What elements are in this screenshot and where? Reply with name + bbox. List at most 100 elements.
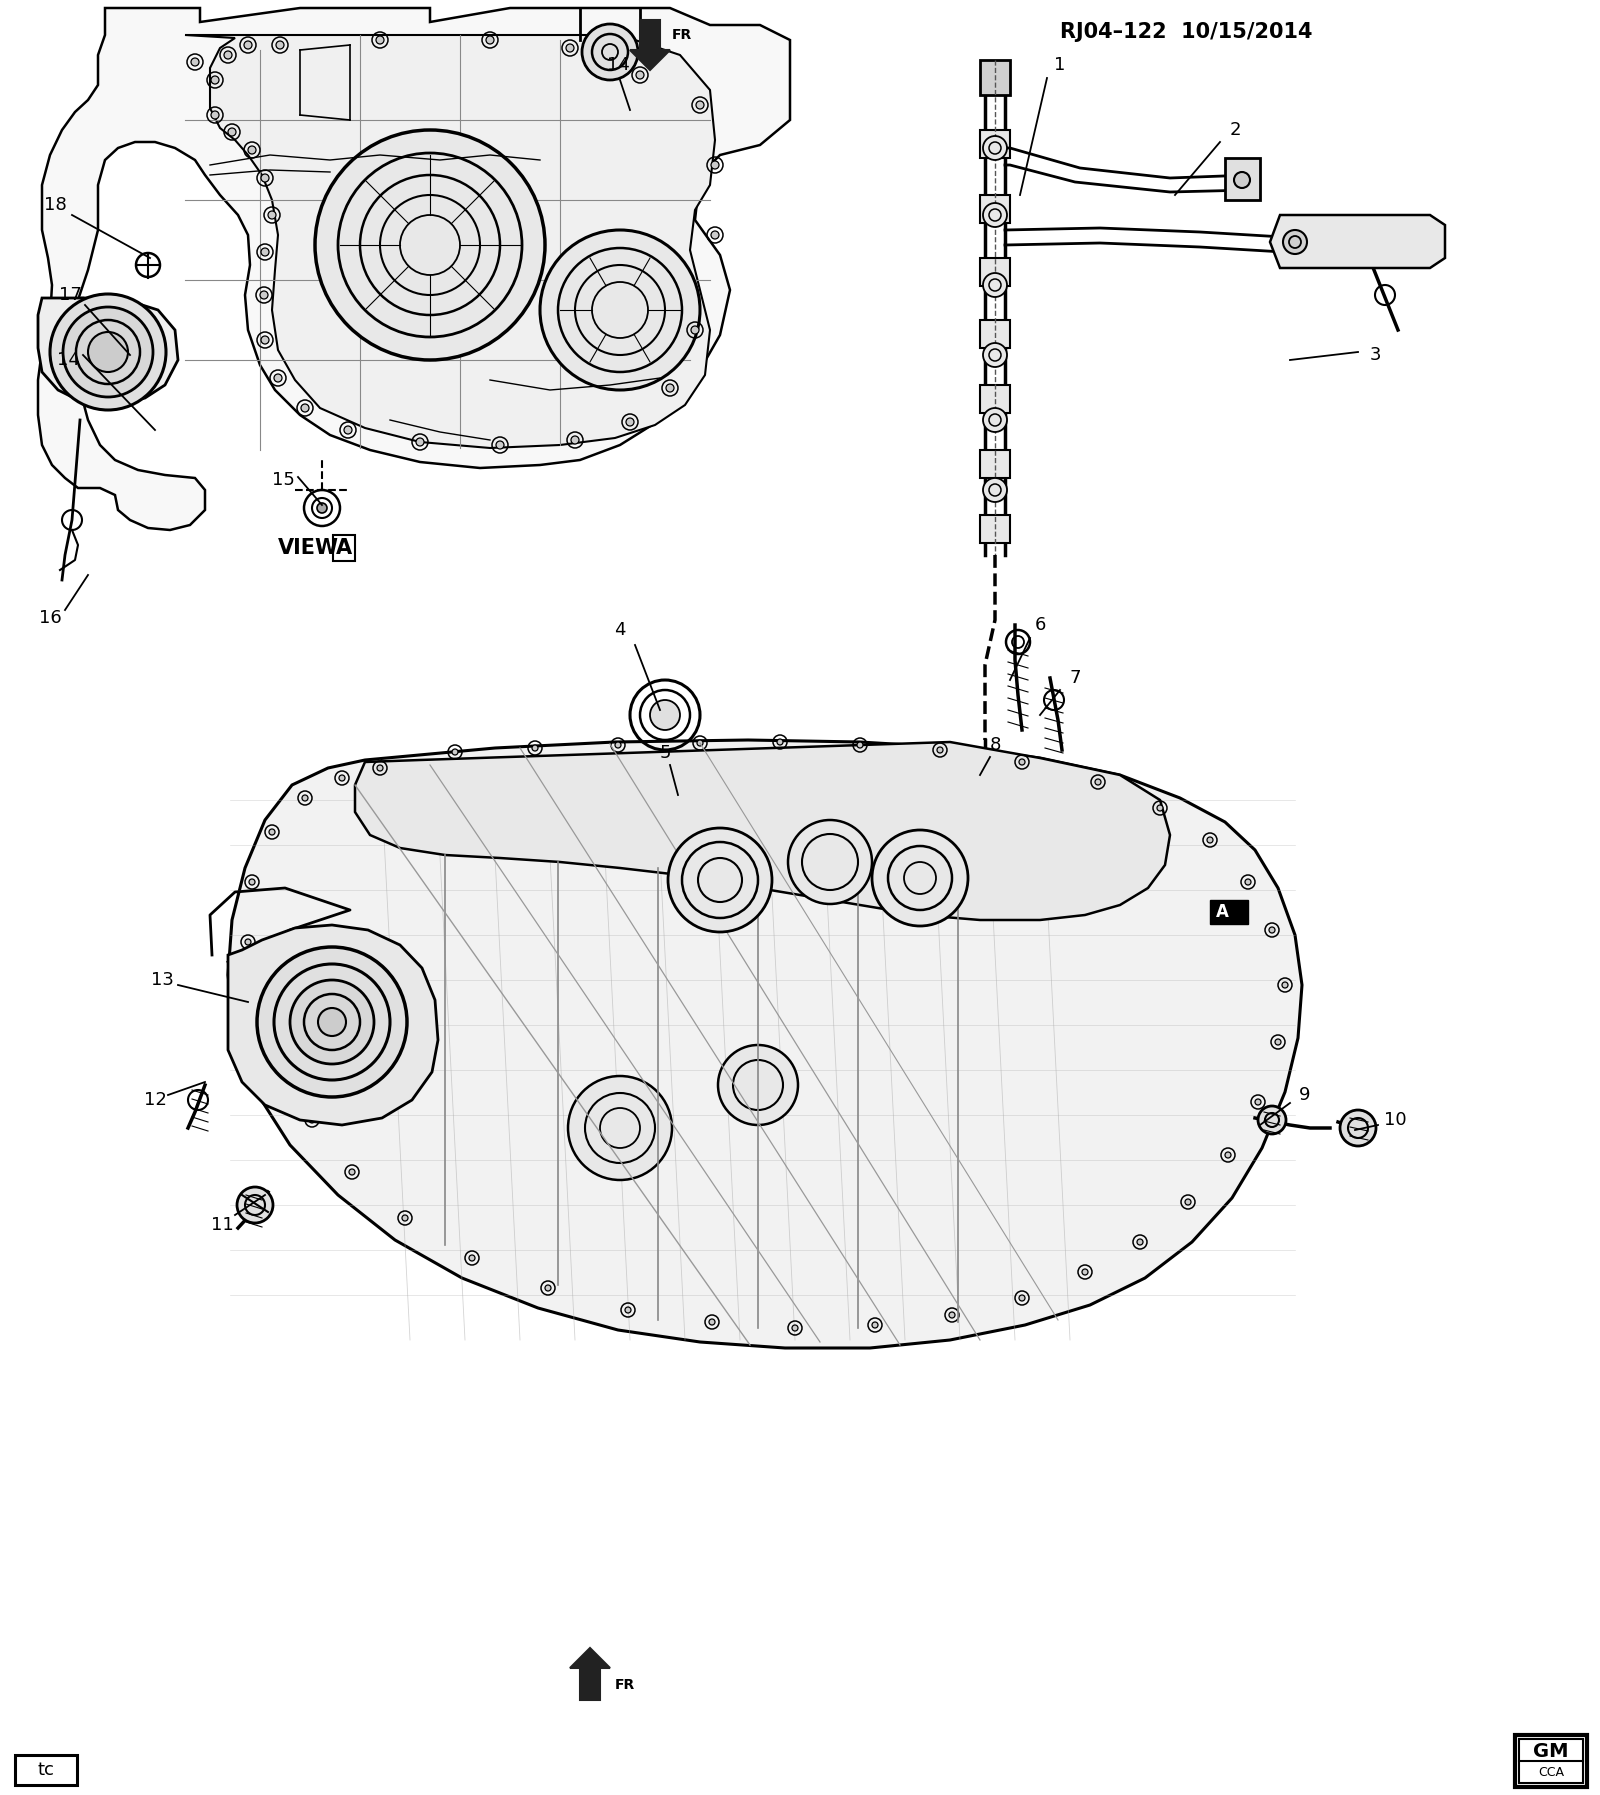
Circle shape <box>1283 230 1307 255</box>
Circle shape <box>269 829 275 835</box>
Circle shape <box>982 203 1006 226</box>
Bar <box>979 515 1010 544</box>
Circle shape <box>416 438 424 445</box>
Text: 10: 10 <box>1384 1111 1406 1129</box>
Polygon shape <box>1270 215 1445 267</box>
Circle shape <box>792 1325 798 1332</box>
Circle shape <box>62 307 154 397</box>
Circle shape <box>259 291 269 300</box>
Circle shape <box>309 1116 315 1124</box>
Circle shape <box>1157 804 1163 811</box>
Bar <box>1515 1736 1587 1788</box>
Text: 6: 6 <box>1034 616 1046 634</box>
Circle shape <box>541 230 701 390</box>
Circle shape <box>787 820 872 905</box>
Circle shape <box>982 477 1006 503</box>
Circle shape <box>486 36 494 45</box>
Polygon shape <box>229 740 1302 1348</box>
Text: 5: 5 <box>659 743 670 763</box>
Circle shape <box>258 948 406 1097</box>
Circle shape <box>237 1186 274 1222</box>
Circle shape <box>1341 1109 1376 1145</box>
Circle shape <box>496 442 504 449</box>
Bar <box>979 196 1010 223</box>
Circle shape <box>1186 1199 1190 1204</box>
Text: 13: 13 <box>150 971 173 989</box>
Circle shape <box>1206 836 1213 844</box>
Circle shape <box>872 1321 878 1328</box>
Circle shape <box>710 232 718 239</box>
Circle shape <box>698 740 702 747</box>
Text: 2: 2 <box>1229 120 1240 138</box>
Circle shape <box>1258 1106 1286 1134</box>
Circle shape <box>650 700 680 731</box>
Polygon shape <box>570 1648 610 1700</box>
Circle shape <box>254 1000 261 1005</box>
Circle shape <box>277 1059 283 1064</box>
Circle shape <box>546 1285 550 1291</box>
Bar <box>1226 158 1261 199</box>
Text: 17: 17 <box>59 285 82 303</box>
Polygon shape <box>229 924 438 1125</box>
Bar <box>1518 1739 1582 1782</box>
Circle shape <box>709 1319 715 1325</box>
Circle shape <box>778 740 782 745</box>
Circle shape <box>344 425 352 434</box>
Circle shape <box>339 775 346 781</box>
Circle shape <box>571 436 579 443</box>
Text: 16: 16 <box>38 609 61 626</box>
Bar <box>14 1756 77 1784</box>
Circle shape <box>248 145 256 154</box>
Circle shape <box>982 343 1006 366</box>
Text: 18: 18 <box>43 196 66 214</box>
Text: RJ04–122  10/15/2014: RJ04–122 10/15/2014 <box>1059 22 1312 41</box>
Circle shape <box>349 1169 355 1176</box>
Text: 12: 12 <box>144 1091 166 1109</box>
Text: 11: 11 <box>211 1215 234 1233</box>
Text: 14: 14 <box>606 56 629 74</box>
Circle shape <box>1245 880 1251 885</box>
Circle shape <box>626 1307 630 1312</box>
Text: 7: 7 <box>1069 670 1080 687</box>
Circle shape <box>302 795 307 801</box>
Circle shape <box>88 332 128 372</box>
Circle shape <box>691 327 699 334</box>
Polygon shape <box>38 7 790 530</box>
Polygon shape <box>355 741 1170 921</box>
Circle shape <box>290 980 374 1064</box>
Circle shape <box>261 336 269 345</box>
Bar <box>979 59 1010 95</box>
Circle shape <box>318 1009 346 1036</box>
Polygon shape <box>38 298 178 406</box>
Circle shape <box>531 745 538 750</box>
Bar <box>979 451 1010 477</box>
Circle shape <box>982 136 1006 160</box>
Circle shape <box>269 212 277 219</box>
Circle shape <box>190 57 198 66</box>
Text: tc: tc <box>37 1761 54 1779</box>
Bar <box>979 129 1010 158</box>
Bar <box>979 384 1010 413</box>
Circle shape <box>637 72 643 79</box>
Circle shape <box>274 373 282 382</box>
Circle shape <box>211 75 219 84</box>
Circle shape <box>1138 1239 1142 1246</box>
Text: FR: FR <box>672 29 693 41</box>
Circle shape <box>982 407 1006 433</box>
Circle shape <box>1082 1269 1088 1274</box>
Circle shape <box>1019 759 1026 765</box>
Bar <box>979 320 1010 348</box>
Circle shape <box>277 41 285 48</box>
Circle shape <box>261 248 269 257</box>
Text: 9: 9 <box>1299 1086 1310 1104</box>
Circle shape <box>982 273 1006 296</box>
Circle shape <box>718 1045 798 1125</box>
Circle shape <box>301 404 309 413</box>
Circle shape <box>1269 926 1275 933</box>
Circle shape <box>376 36 384 45</box>
Circle shape <box>1234 172 1250 188</box>
Circle shape <box>966 763 1003 799</box>
Circle shape <box>1094 779 1101 784</box>
Text: FR: FR <box>614 1678 635 1693</box>
Circle shape <box>211 111 219 118</box>
